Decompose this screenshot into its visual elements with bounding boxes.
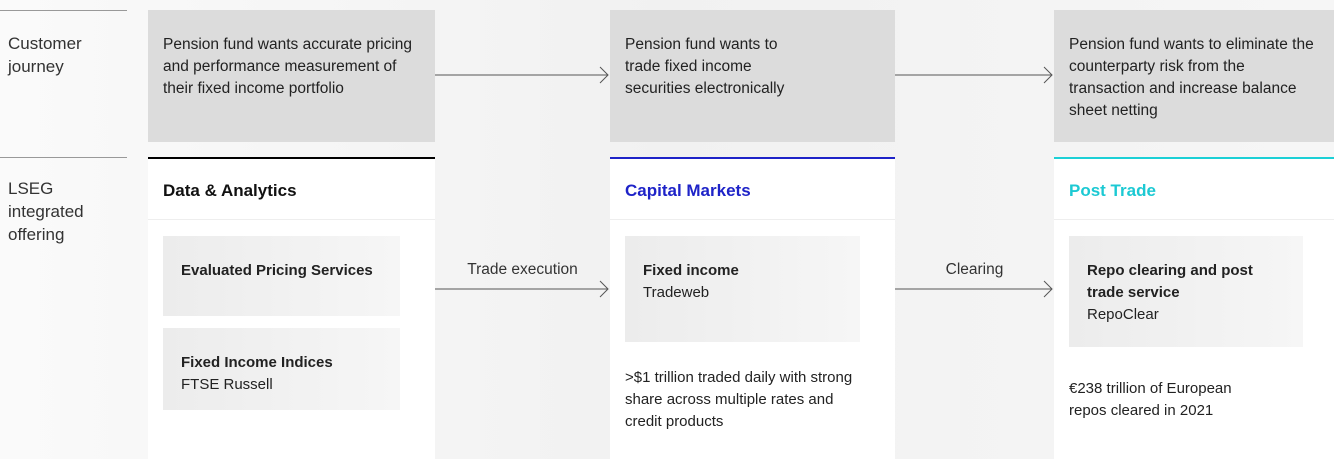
card-subtitle: Tradeweb bbox=[643, 284, 710, 301]
need: Pension fund wants to trade fixed income… bbox=[610, 10, 895, 142]
column-title: Capital Markets bbox=[610, 157, 895, 220]
connector-label: Clearing bbox=[945, 261, 1004, 278]
card-title: Fixed income bbox=[643, 262, 739, 279]
need: Pension fund wants to eliminate the coun… bbox=[1054, 10, 1334, 142]
card-title: Evaluated Pricing Services bbox=[181, 262, 373, 279]
row-label: Customer journey bbox=[8, 34, 82, 76]
card-title: Repo clearing and post trade service bbox=[1087, 262, 1253, 301]
need: Pension fund wants accurate pricing and … bbox=[148, 10, 435, 142]
connector-label: Trade execution bbox=[467, 261, 578, 278]
card: Repo clearing and post trade service Repo… bbox=[1069, 236, 1303, 347]
column-title: Post Trade bbox=[1054, 157, 1334, 220]
card-title: Fixed Income Indices bbox=[181, 354, 333, 371]
column-title: Data & Analytics bbox=[148, 157, 435, 220]
note: €238 trillion of European repos cleared … bbox=[1069, 380, 1232, 419]
rule bbox=[0, 157, 127, 158]
note: >$1 trillion traded daily with strong sh… bbox=[625, 369, 853, 430]
card: Fixed Income Indices FTSE Russell bbox=[163, 328, 400, 410]
card-subtitle: FTSE Russell bbox=[181, 376, 273, 393]
card: Fixed income Tradeweb bbox=[625, 236, 860, 342]
card: Evaluated Pricing Services bbox=[163, 236, 400, 316]
card-subtitle: RepoClear bbox=[1087, 306, 1159, 323]
row-label: LSEG integrated offering bbox=[8, 179, 84, 244]
rule bbox=[0, 10, 127, 11]
